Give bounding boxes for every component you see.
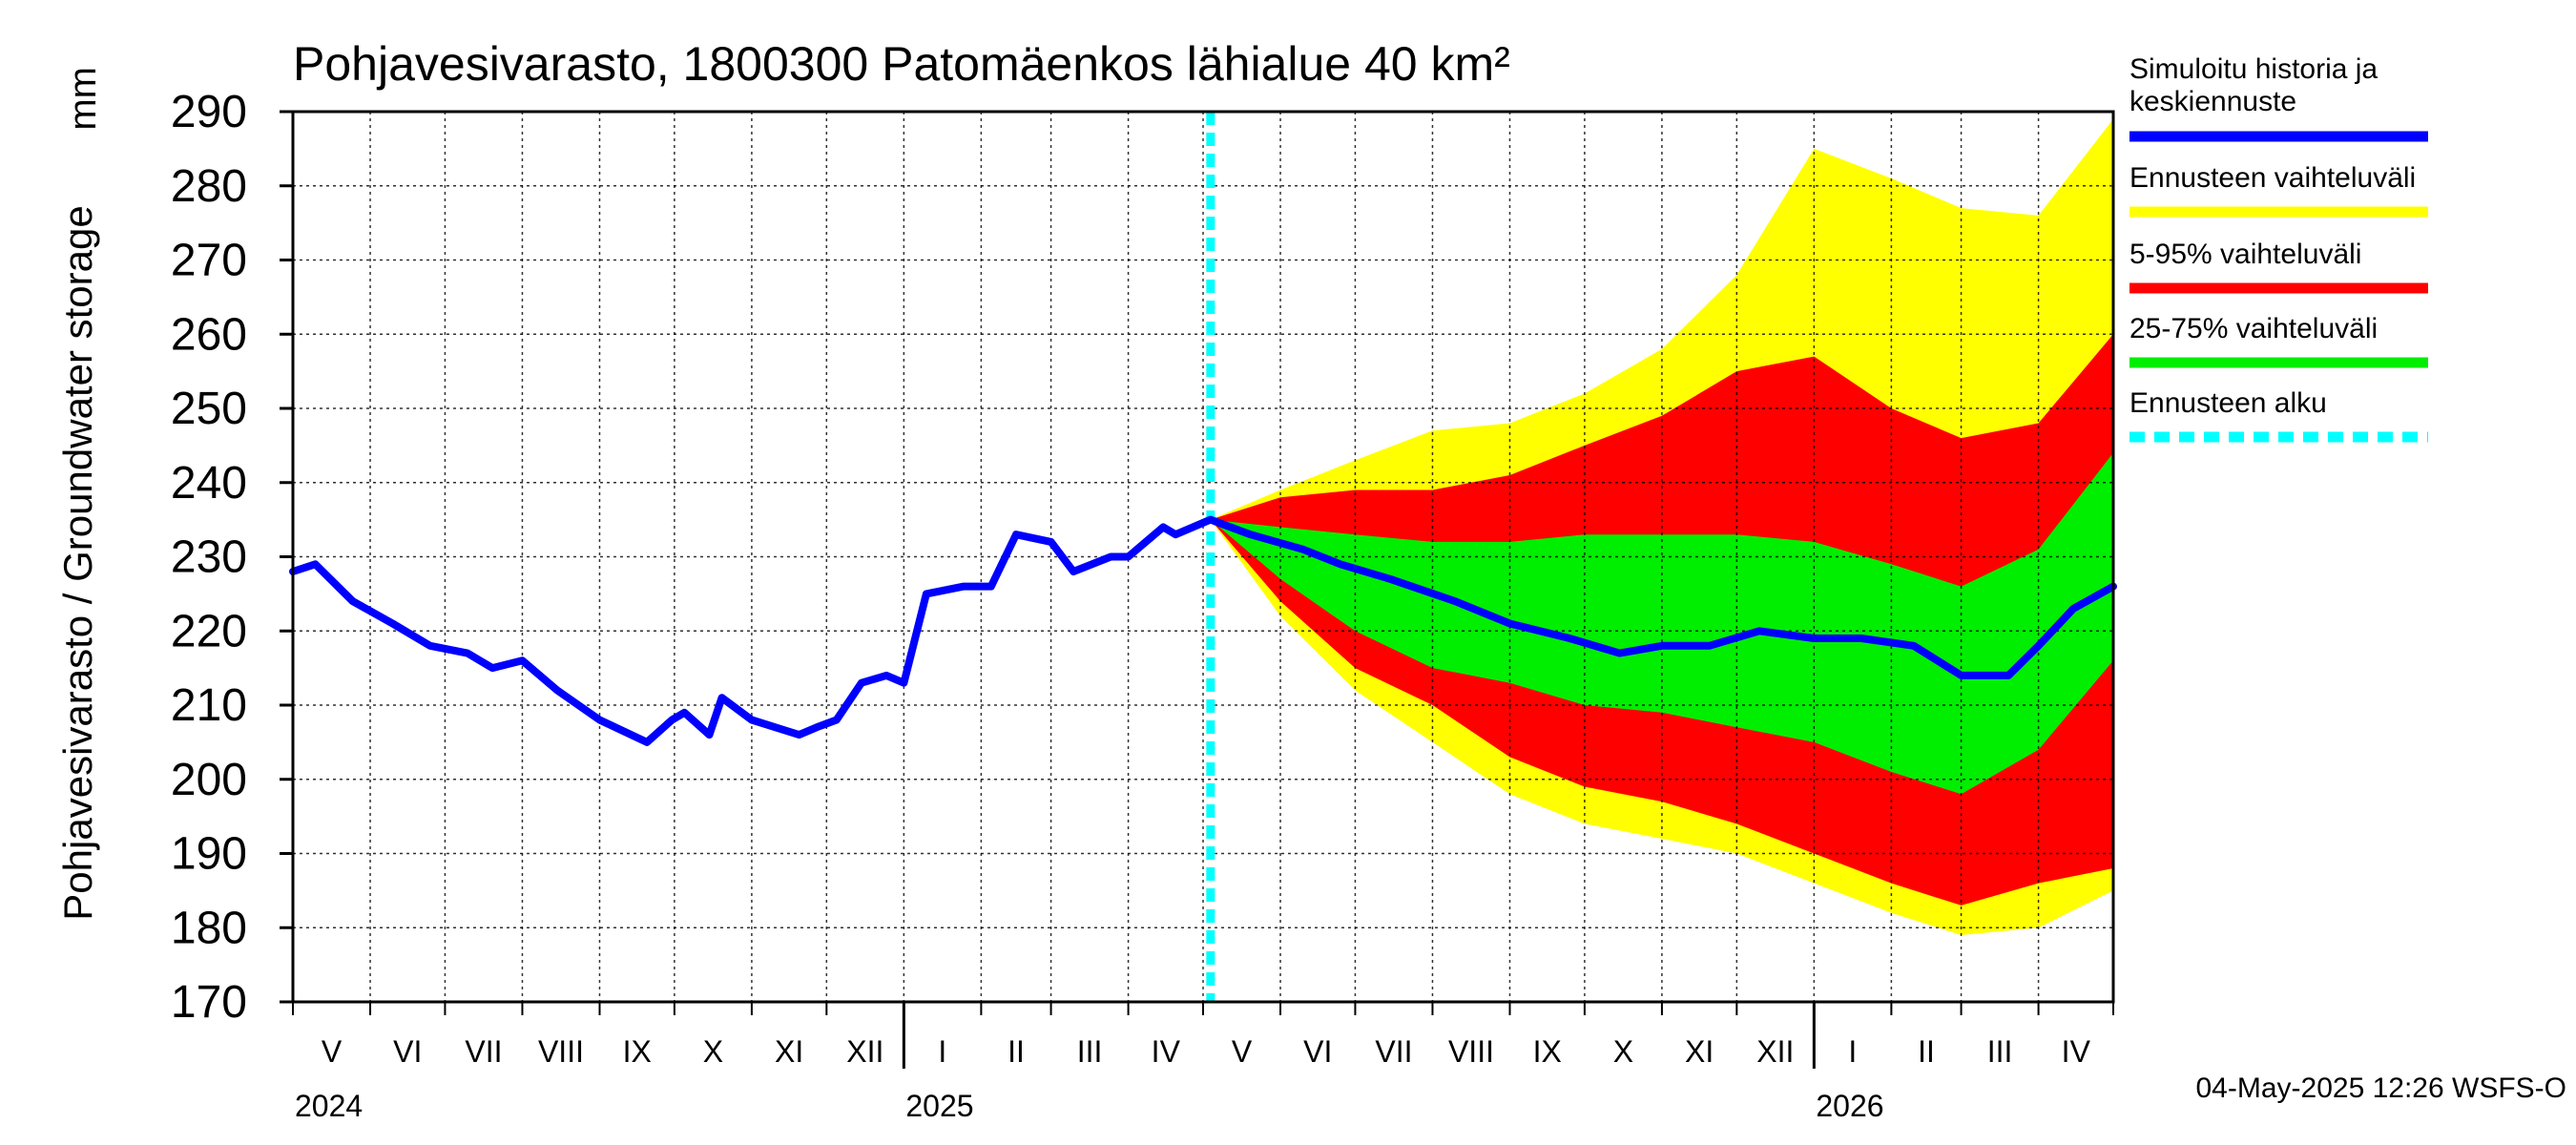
- legend-item-2: Ennusteen vaihteluväli: [2129, 162, 2428, 218]
- legend-item-1: Simuloitu historia ja keskiennuste: [2129, 53, 2428, 142]
- y-axis-label: Pohjavesivarasto / Groundwater storage: [55, 205, 100, 920]
- month-label-12: IV: [1152, 1034, 1181, 1069]
- month-label-10: II: [1008, 1034, 1025, 1069]
- y-tick-label-200: 200: [171, 755, 247, 805]
- month-label-16: VIII: [1448, 1034, 1494, 1069]
- legend-item-5: Ennusteen alku: [2129, 387, 2428, 443]
- year-label-2025: 2025: [905, 1089, 973, 1123]
- y-tick-label-240: 240: [171, 458, 247, 509]
- y-tick-label-190: 190: [171, 829, 247, 880]
- legend-label-5: Ennusteen alku: [2129, 387, 2327, 419]
- grid-lines: [293, 111, 2113, 1003]
- series-line-median: [289, 515, 2117, 746]
- y-tick-label-180: 180: [171, 903, 247, 953]
- legend: Simuloitu historia ja keskiennuste Ennuste…: [2129, 53, 2428, 443]
- month-label-22: II: [1918, 1034, 1935, 1069]
- month-label-13: V: [1232, 1034, 1253, 1069]
- legend-label-1: Simuloitu historia ja keskiennuste: [2129, 53, 2378, 117]
- footer-timestamp: 04-May-2025 12:26 WSFS-O: [2196, 1072, 2567, 1104]
- month-label-7: XI: [775, 1034, 803, 1069]
- month-label-8: XII: [846, 1034, 883, 1069]
- y-tick-label-220: 220: [171, 606, 247, 656]
- legend-label-3: 5-95% vaihteluväli: [2129, 239, 2361, 270]
- month-label-18: X: [1613, 1034, 1633, 1069]
- month-label-23: III: [1987, 1034, 2013, 1069]
- month-label-21: I: [1848, 1034, 1857, 1069]
- legend-item-3: 5-95% vaihteluväli: [2129, 239, 2428, 294]
- month-label-11: III: [1077, 1034, 1103, 1069]
- month-label-24: IV: [2062, 1034, 2091, 1069]
- y-tick-labels: 170 180 190 200 210 220 230 240 250 260 270 280 290: [171, 87, 293, 1028]
- y-tick-label-270: 270: [171, 236, 247, 286]
- month-label-9: I: [938, 1034, 946, 1069]
- series-lines: [289, 112, 2117, 1002]
- month-label-4: VIII: [538, 1034, 584, 1069]
- month-label-19: XI: [1685, 1034, 1714, 1069]
- year-label-2026: 2026: [1816, 1089, 1883, 1123]
- month-label-5: IX: [623, 1034, 652, 1069]
- month-label-3: VII: [465, 1034, 502, 1069]
- band-3: [1210, 452, 2113, 795]
- y-tick-label-230: 230: [171, 532, 247, 583]
- legend-label-2: Ennusteen vaihteluväli: [2129, 162, 2416, 194]
- month-label-17: IX: [1533, 1034, 1562, 1069]
- x-axis: V VI VII VIII IX X XI XII I II III IV V VI VII VIII IX X X…: [292, 1002, 2114, 1123]
- month-label-1: V: [322, 1034, 343, 1069]
- month-label-15: VII: [1375, 1034, 1412, 1069]
- y-tick-label-280: 280: [171, 161, 247, 212]
- y-tick-label-210: 210: [171, 680, 247, 731]
- y-tick-label-290: 290: [171, 87, 247, 137]
- y-tick-label-260: 260: [171, 309, 247, 360]
- month-label-14: VI: [1303, 1034, 1332, 1069]
- y-tick-label-250: 250: [171, 384, 247, 434]
- y-tick-label-170: 170: [171, 977, 247, 1028]
- month-label-20: XII: [1756, 1034, 1794, 1069]
- chart-title: Pohjavesivarasto, 1800300 Patomäenkos lä…: [293, 37, 1510, 91]
- y-unit-label: mm: [62, 67, 104, 131]
- month-label-2: VI: [393, 1034, 422, 1069]
- legend-label-4: 25-75% vaihteluväli: [2129, 313, 2378, 344]
- legend-item-4: 25-75% vaihteluväli: [2129, 313, 2428, 368]
- year-label-2024: 2024: [295, 1089, 363, 1123]
- month-label-6: X: [703, 1034, 723, 1069]
